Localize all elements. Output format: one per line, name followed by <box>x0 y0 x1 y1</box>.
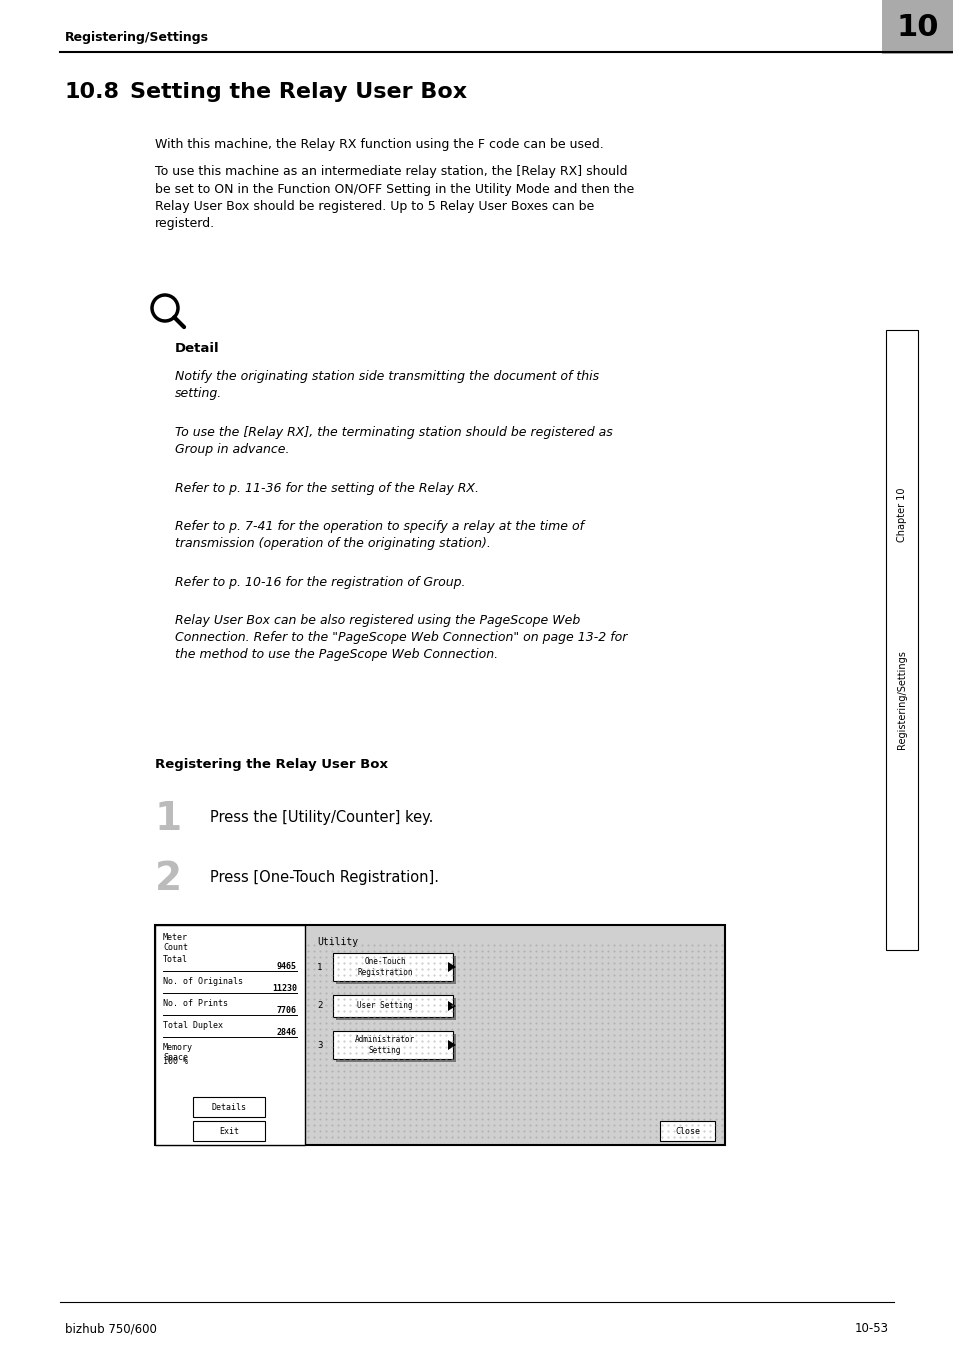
Text: bizhub 750/600: bizhub 750/600 <box>65 1322 156 1334</box>
Text: Meter
Count: Meter Count <box>163 933 188 952</box>
Text: 11230: 11230 <box>272 984 296 992</box>
Polygon shape <box>448 1040 456 1051</box>
Text: Chapter 10: Chapter 10 <box>896 488 906 542</box>
Text: Detail: Detail <box>174 342 219 356</box>
Text: To use this machine as an intermediate relay station, the [Relay RX] should
be s: To use this machine as an intermediate r… <box>154 165 634 230</box>
Text: Details: Details <box>212 1102 246 1111</box>
Polygon shape <box>448 963 456 972</box>
Text: Refer to p. 7-41 for the operation to specify a relay at the time of
transmissio: Refer to p. 7-41 for the operation to sp… <box>174 521 583 550</box>
Text: 2846: 2846 <box>276 1028 296 1037</box>
Text: To use the [Relay RX], the terminating station should be registered as
Group in : To use the [Relay RX], the terminating s… <box>174 426 612 456</box>
Polygon shape <box>448 1000 456 1011</box>
Text: Relay User Box can be also registered using the PageScope Web
Connection. Refer : Relay User Box can be also registered us… <box>174 614 627 661</box>
Text: Exit: Exit <box>219 1126 239 1136</box>
Text: 10: 10 <box>896 12 939 42</box>
Text: 1: 1 <box>154 800 182 838</box>
Text: Notify the originating station side transmitting the document of this
setting.: Notify the originating station side tran… <box>174 370 598 400</box>
Text: Total Duplex: Total Duplex <box>163 1021 223 1030</box>
Bar <box>154 925 724 1145</box>
Text: Press the [Utility/Counter] key.: Press the [Utility/Counter] key. <box>210 810 433 825</box>
Text: 10.8: 10.8 <box>65 82 120 101</box>
Bar <box>335 998 456 1019</box>
Text: Close: Close <box>675 1126 700 1136</box>
Text: 10-53: 10-53 <box>854 1322 888 1334</box>
Text: Refer to p. 11-36 for the setting of the Relay RX.: Refer to p. 11-36 for the setting of the… <box>174 483 478 495</box>
Bar <box>333 953 453 982</box>
Text: No. of Prints: No. of Prints <box>163 999 228 1009</box>
Bar <box>335 1034 456 1063</box>
Text: Total: Total <box>163 955 188 964</box>
Text: 2: 2 <box>154 860 182 898</box>
Text: Memory
Space: Memory Space <box>163 1042 193 1063</box>
Text: Registering/Settings: Registering/Settings <box>65 31 209 45</box>
Text: Utility: Utility <box>316 937 357 946</box>
Bar <box>333 1032 453 1059</box>
Text: With this machine, the Relay RX function using the F code can be used.: With this machine, the Relay RX function… <box>154 138 603 151</box>
Text: 1: 1 <box>317 963 322 972</box>
Text: No. of Originals: No. of Originals <box>163 977 243 986</box>
Text: 3: 3 <box>317 1041 322 1049</box>
Text: User Setting: User Setting <box>356 1002 413 1010</box>
Bar <box>154 925 305 1145</box>
Bar <box>659 1121 714 1141</box>
Text: 7706: 7706 <box>276 1006 296 1015</box>
Bar <box>193 1096 265 1117</box>
Bar <box>335 956 456 984</box>
Text: Administrator
Setting: Administrator Setting <box>355 1034 415 1055</box>
Text: One-Touch
Registration: One-Touch Registration <box>356 957 413 977</box>
Bar <box>193 1121 265 1141</box>
Text: Press [One-Touch Registration].: Press [One-Touch Registration]. <box>210 869 438 886</box>
Text: Refer to p. 10-16 for the registration of Group.: Refer to p. 10-16 for the registration o… <box>174 576 465 589</box>
Text: Setting the Relay User Box: Setting the Relay User Box <box>130 82 467 101</box>
Text: 9465: 9465 <box>276 963 296 971</box>
Text: Registering the Relay User Box: Registering the Relay User Box <box>154 758 388 771</box>
Bar <box>333 995 453 1017</box>
Bar <box>885 330 917 950</box>
Text: 2: 2 <box>317 1002 322 1010</box>
Bar <box>882 0 953 54</box>
Text: Registering/Settings: Registering/Settings <box>896 650 906 749</box>
Text: 100 %: 100 % <box>163 1057 188 1065</box>
